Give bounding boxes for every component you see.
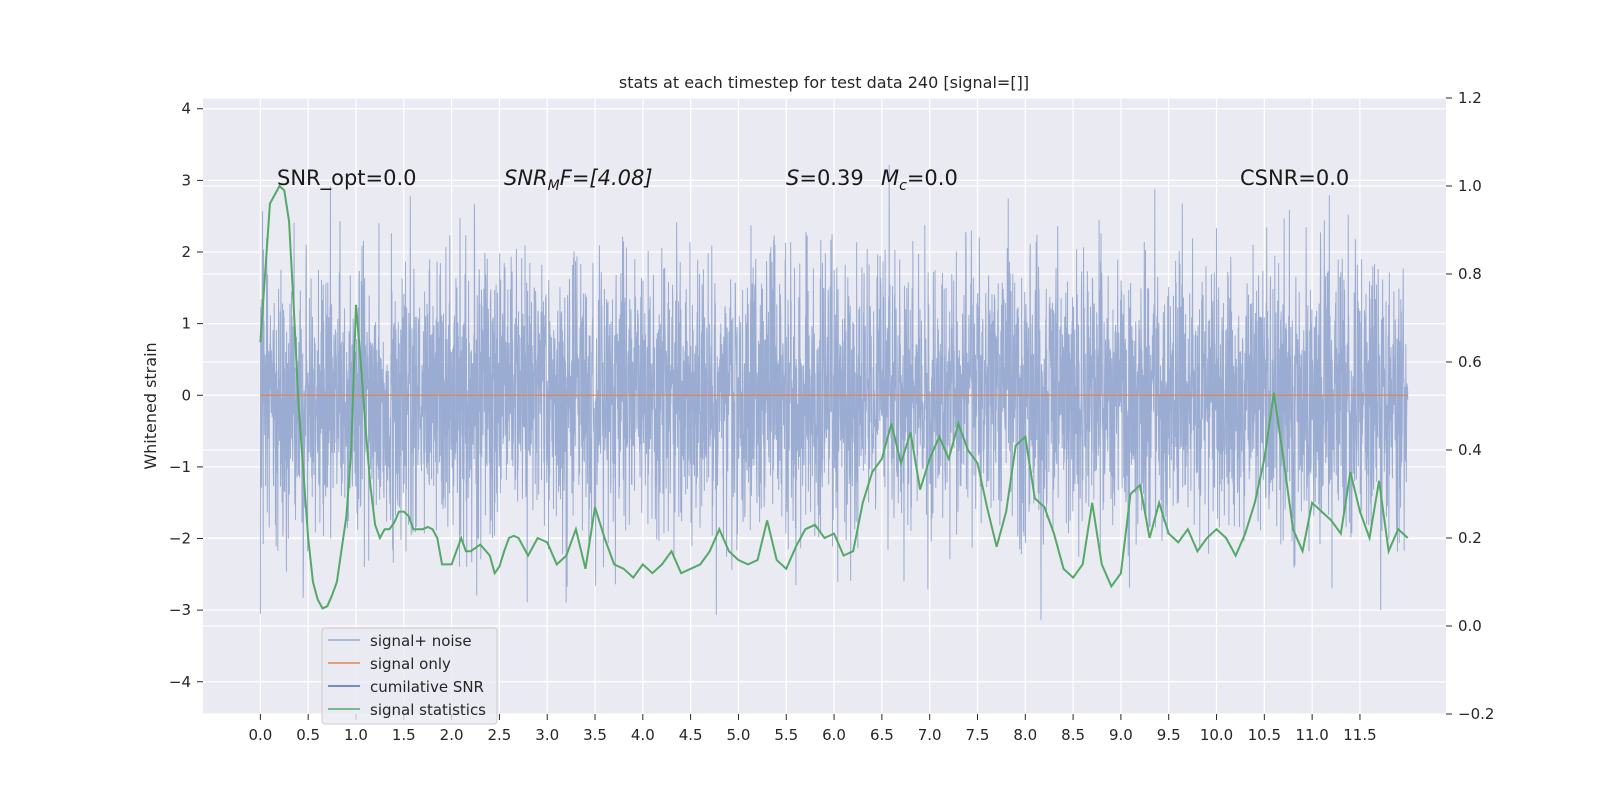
- y-tick-label: −3: [169, 601, 191, 619]
- y2-axis-ticks: −0.2 0.0 0.2 0.4 0.6 0.8 1.0 1.2: [1446, 89, 1494, 723]
- x-tick-label: 5.5: [774, 726, 798, 744]
- annotation-snr-opt: SNR_opt=0.0: [277, 166, 417, 191]
- annotation-csnr: CSNR=0.0: [1240, 166, 1349, 190]
- annotation-mc-rest: =0.0: [907, 166, 958, 190]
- x-tick-label: 7.5: [966, 726, 990, 744]
- y2-tick-label: 0.8: [1458, 265, 1482, 283]
- y-tick-label: −2: [169, 530, 191, 548]
- statistics-series-layer: [259, 184, 1409, 610]
- y2-tick-label: 0.4: [1458, 441, 1482, 459]
- legend-label-signal: signal only: [370, 655, 451, 673]
- x-tick-label: 8.5: [1061, 726, 1085, 744]
- y-tick-label: 4: [181, 100, 191, 118]
- series-signal-statistics: [259, 184, 1409, 610]
- x-tick-label: 3.0: [535, 726, 559, 744]
- y-tick-label: 2: [181, 243, 191, 261]
- y-axis-ticks: −4 −3 −2 −1 0 1 2 3 4: [169, 100, 203, 691]
- annotation-s-sym: S: [786, 166, 799, 190]
- annotation-mc: Mc=0.0: [881, 166, 958, 194]
- legend-label-cumulative: cumilative SNR: [370, 678, 484, 696]
- x-tick-label: 10.5: [1248, 726, 1281, 744]
- y-tick-label: 1: [181, 315, 191, 333]
- y2-tick-label: −0.2: [1458, 705, 1494, 723]
- y-tick-label: 0: [181, 386, 191, 404]
- x-tick-label: 11.5: [1343, 726, 1376, 744]
- annotation-mc-sub: c: [899, 178, 907, 194]
- y2-tick-label: 1.0: [1458, 177, 1482, 195]
- legend-label-noise: signal+ noise: [370, 632, 472, 650]
- annotation-snr-mf-sub: M: [548, 178, 560, 194]
- annotation-snr-mf-base: SNR: [504, 166, 548, 190]
- series-signal-noise: [259, 165, 1409, 621]
- x-tick-label: 2.5: [487, 726, 511, 744]
- x-tick-label: 9.0: [1109, 726, 1133, 744]
- annotation-s-rest: =0.39: [799, 166, 863, 190]
- x-tick-label: 5.0: [727, 726, 751, 744]
- x-tick-label: 0.5: [296, 726, 320, 744]
- x-tick-label: 1.0: [344, 726, 368, 744]
- legend-box: [321, 627, 498, 725]
- x-tick-label: 2.0: [440, 726, 464, 744]
- x-tick-label: 4.0: [631, 726, 655, 744]
- x-tick-label: 6.5: [870, 726, 894, 744]
- x-tick-label: 1.5: [392, 726, 416, 744]
- y2-tick-label: 0.0: [1458, 617, 1482, 635]
- x-tick-label: 9.5: [1157, 726, 1181, 744]
- x-tick-label: 6.0: [822, 726, 846, 744]
- x-tick-label: 3.5: [583, 726, 607, 744]
- y-tick-label: 3: [181, 171, 191, 189]
- y-tick-label: −4: [169, 673, 191, 691]
- annotation-snr-mf: SNRMF=[4.08]: [504, 166, 653, 194]
- x-tick-label: 0.0: [248, 726, 272, 744]
- y-tick-label: −1: [169, 458, 191, 476]
- annotation-mc-base: M: [881, 166, 899, 190]
- chart-title: stats at each timestep for test data 240…: [619, 73, 1029, 92]
- y2-tick-label: 0.6: [1458, 353, 1482, 371]
- x-tick-label: 4.5: [679, 726, 703, 744]
- y-axis-label: Whitened strain: [141, 342, 160, 469]
- legend-label-statistics: signal statistics: [370, 701, 486, 719]
- noise-series-layer: [259, 165, 1409, 621]
- x-axis-ticks: 0.0 0.5 1.0 1.5 2.0 2.5 3.0 3.5 4.0 4.5 5.0 5.5 6.0 6…: [248, 714, 1377, 744]
- annotation-snr-mf-rest: F=[4.08]: [560, 166, 653, 190]
- x-tick-label: 8.0: [1013, 726, 1037, 744]
- y2-tick-label: 0.2: [1458, 529, 1482, 547]
- legend: signal+ noise signal only cumilative SNR…: [321, 627, 498, 725]
- y2-tick-label: 1.2: [1458, 89, 1482, 107]
- x-tick-label: 7.0: [918, 726, 942, 744]
- x-tick-label: 11.0: [1295, 726, 1328, 744]
- annotation-s: S=0.39: [786, 166, 864, 190]
- x-tick-label: 10.0: [1200, 726, 1233, 744]
